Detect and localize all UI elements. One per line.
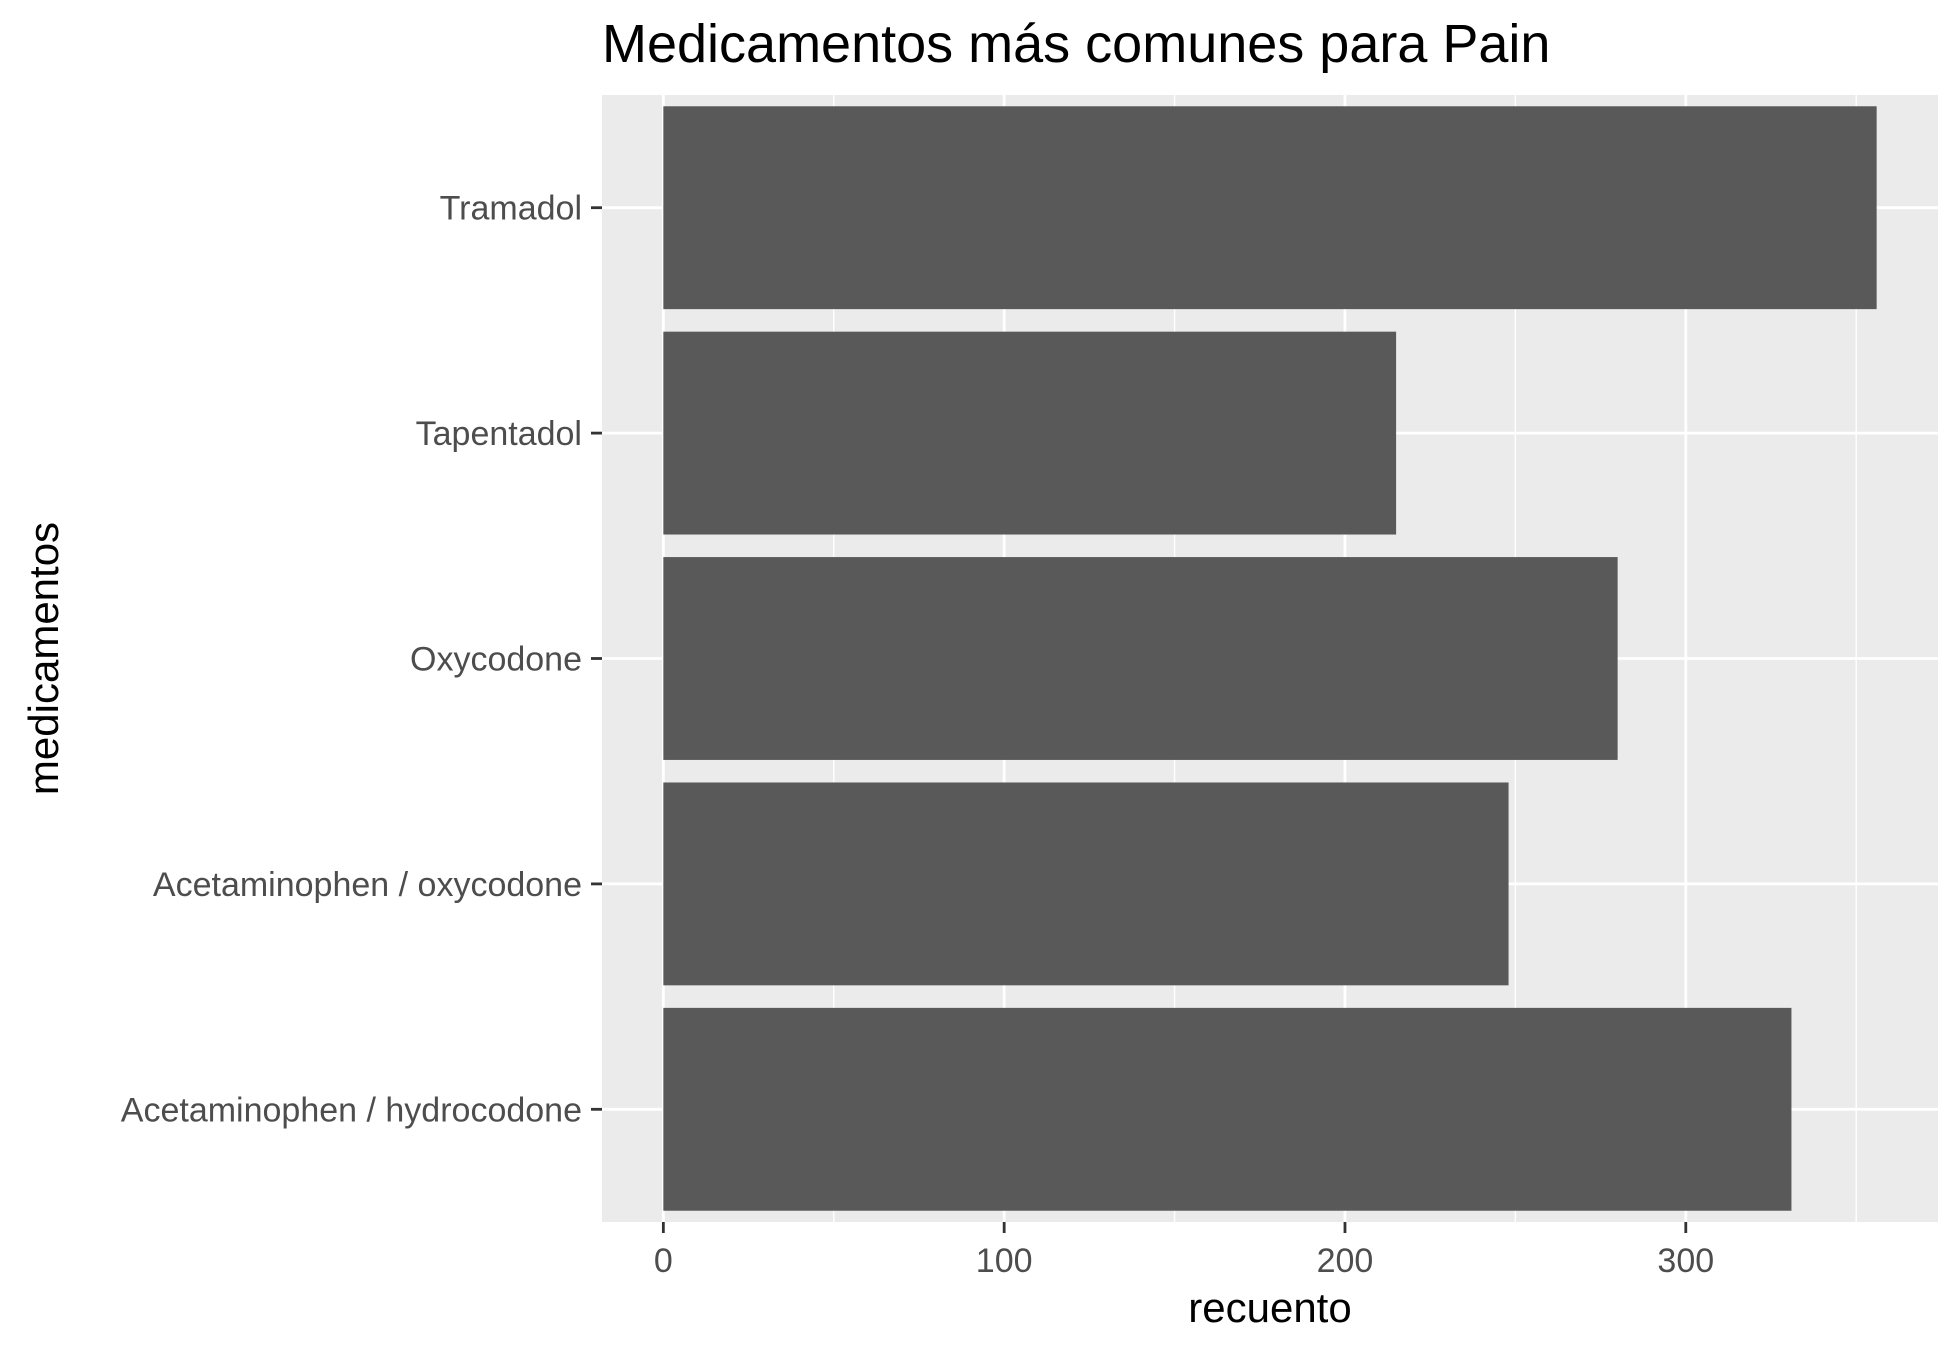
y-tick-label: Tapentadol — [416, 415, 582, 453]
chart-title: Medicamentos más comunes para Pain — [602, 14, 1550, 74]
y-axis-title: medicamentos — [20, 522, 67, 795]
y-tick-label: Acetaminophen / hydrocodone — [121, 1091, 582, 1129]
x-tick-label: 100 — [976, 1242, 1033, 1280]
bar — [663, 331, 1397, 535]
bar — [663, 106, 1877, 310]
y-tick-label: Tramadol — [440, 190, 582, 228]
bars — [663, 106, 1877, 1211]
y-tick-label: Oxycodone — [410, 641, 582, 679]
x-axis-title: recuento — [1188, 1284, 1351, 1331]
x-axis-ticks: 0 100 200 300 — [654, 1222, 1714, 1280]
y-tick-label: Acetaminophen / oxycodone — [153, 866, 582, 904]
bar — [663, 1007, 1792, 1211]
y-axis-ticks: Acetaminophen / hydrocodone Acetaminophen… — [121, 190, 602, 1129]
x-tick-label: 0 — [654, 1242, 673, 1280]
bar — [663, 557, 1618, 760]
x-tick-label: 300 — [1657, 1242, 1714, 1280]
x-tick-label: 200 — [1317, 1242, 1374, 1280]
bar — [663, 782, 1509, 986]
